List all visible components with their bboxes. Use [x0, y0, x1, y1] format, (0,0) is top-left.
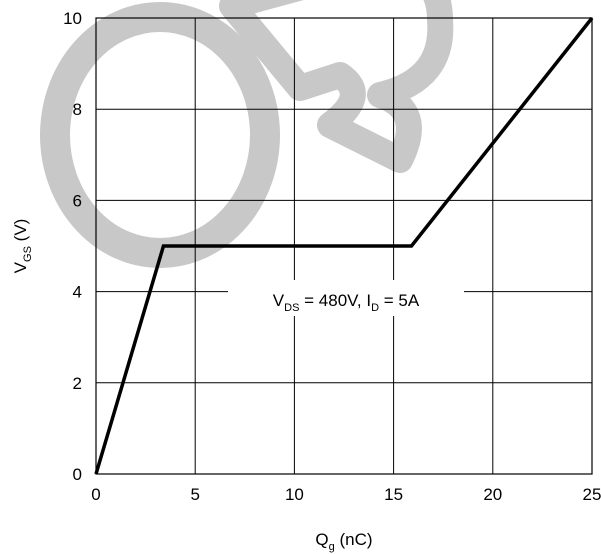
x-tick-label-0: 0 [91, 485, 100, 504]
y-tick-label-4: 8 [73, 100, 82, 119]
x-tick-label-2: 10 [285, 485, 304, 504]
plot-frame [95, 17, 593, 475]
x-tick-label-3: 15 [384, 485, 403, 504]
x-tick-label-1: 5 [190, 485, 199, 504]
axis-labels: Qg (nC) VGS (V) [11, 219, 373, 553]
annotation-part-3: D [371, 302, 379, 314]
x-tick-label-5: 25 [583, 485, 601, 504]
tick-labels: 0 5 10 15 20 25 0 2 4 6 8 10 [63, 9, 601, 504]
y-tick-label-0: 0 [73, 465, 82, 484]
y-tick-label-2: 4 [73, 283, 82, 302]
y-tick-label-5: 10 [63, 9, 82, 28]
series-layer [94, 16, 594, 475]
y-axis-label: VGS (V) [11, 219, 34, 274]
annotation-layer: VDS = 480V, ID = 5A [228, 280, 464, 316]
watermark-o-shape [40, 2, 280, 268]
watermark-b-shape [219, 0, 454, 173]
plot-border [95, 17, 593, 475]
annotation-background [228, 280, 464, 316]
x-tick-label-4: 20 [483, 485, 502, 504]
annotation-part-0: V [273, 291, 285, 310]
watermark-logo [40, 0, 454, 268]
y-tick-label-3: 6 [73, 191, 82, 210]
annotation-part-1: DS [284, 302, 299, 314]
series-line-0 [94, 16, 594, 475]
annotation-label: VDS = 480V, ID = 5A [273, 291, 420, 314]
annotation-part-4: = 5A [379, 291, 420, 310]
annotation-part-2: = 480V, I [299, 291, 371, 310]
y-tick-label-1: 2 [73, 374, 82, 393]
x-axis-label: Qg (nC) [315, 530, 372, 553]
